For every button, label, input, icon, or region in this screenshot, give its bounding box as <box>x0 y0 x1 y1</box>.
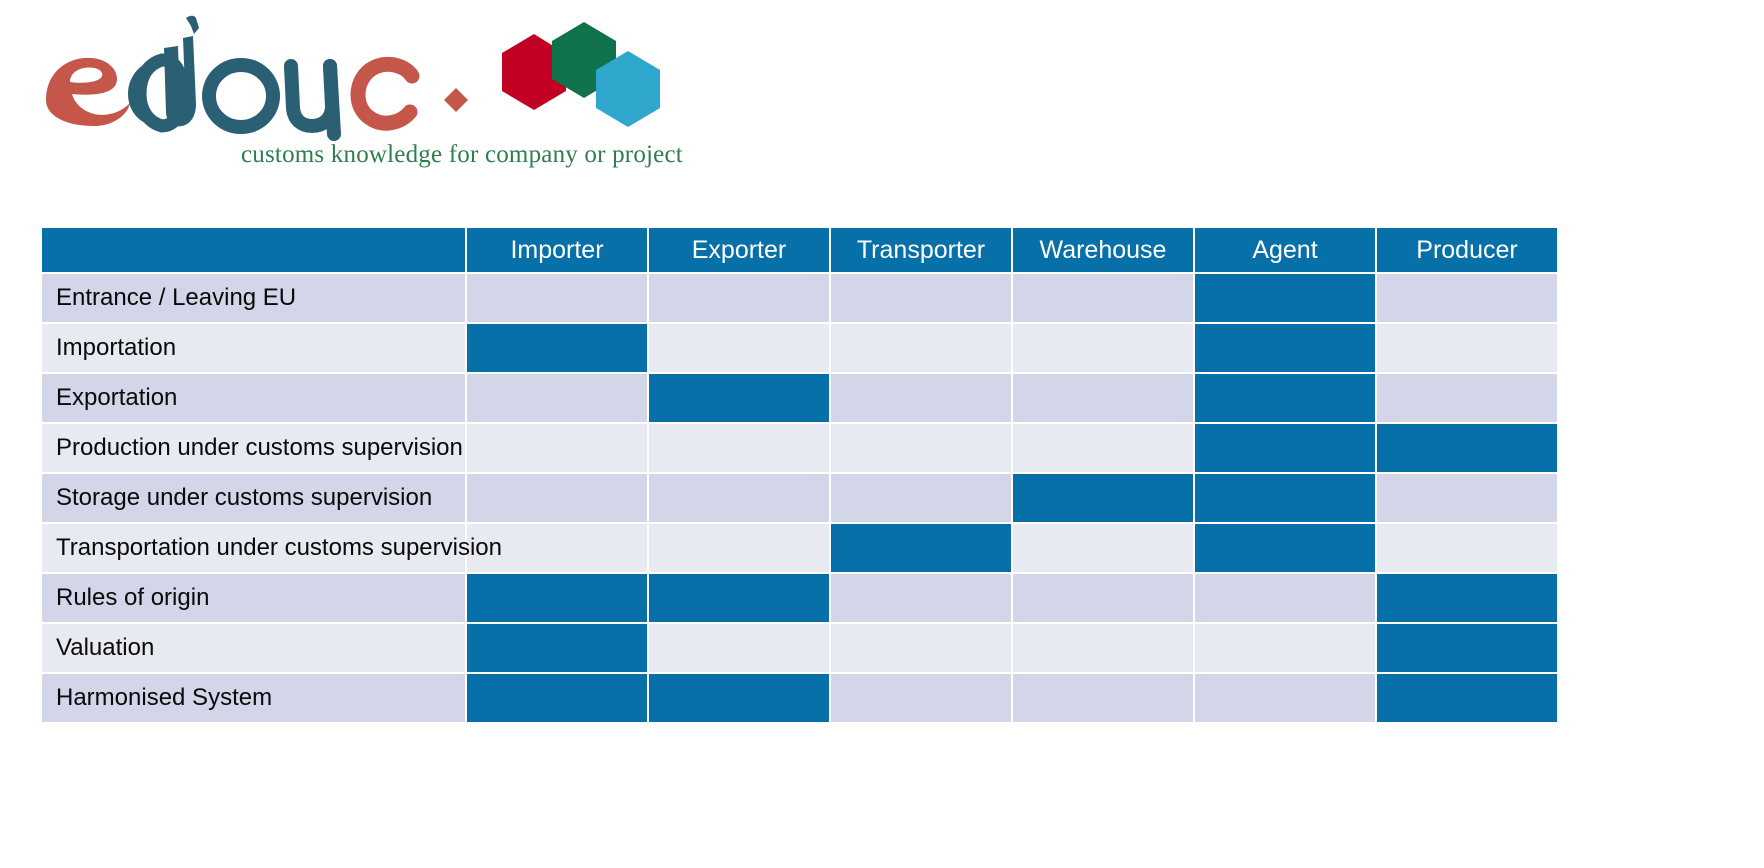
row-label-cell: Harmonised System <box>42 674 465 722</box>
matrix-cell-empty <box>831 574 1011 622</box>
matrix-cell-empty <box>649 324 829 372</box>
matrix-cell-empty <box>467 274 647 322</box>
matrix-cell-filled <box>467 324 647 372</box>
matrix-cell-empty <box>1195 574 1375 622</box>
matrix-cell-filled <box>1377 674 1557 722</box>
table-header-row: Importer Exporter Transporter Warehouse Agen… <box>42 228 1557 272</box>
matrix-cell-empty <box>831 474 1011 522</box>
matrix-cell-empty <box>1013 274 1193 322</box>
matrix-cell-empty <box>1013 374 1193 422</box>
row-label-cell: Exportation <box>42 374 465 422</box>
matrix-cell-empty <box>1013 674 1193 722</box>
matrix-cell-filled <box>1195 524 1375 572</box>
matrix-cell-filled <box>649 674 829 722</box>
matrix-cell-empty <box>1195 674 1375 722</box>
matrix-cell-filled <box>831 524 1011 572</box>
table-row: Production under customs supervision <box>42 424 1557 472</box>
matrix-cell-empty <box>649 624 829 672</box>
brand-tagline: customs knowledge for company or project <box>241 141 683 168</box>
column-header-importer: Importer <box>467 228 647 272</box>
matrix-cell-filled <box>467 674 647 722</box>
matrix-cell-filled <box>649 574 829 622</box>
column-header-transporter: Transporter <box>831 228 1011 272</box>
matrix-cell-filled <box>467 624 647 672</box>
matrix-cell-empty <box>1377 524 1557 572</box>
matrix-cell-empty <box>649 524 829 572</box>
table-row: Valuation <box>42 624 1557 672</box>
matrix-cell-empty <box>467 524 647 572</box>
row-label-cell: Rules of origin <box>42 574 465 622</box>
matrix-cell-empty <box>1377 324 1557 372</box>
column-header-warehouse: Warehouse <box>1013 228 1193 272</box>
matrix-cell-empty <box>831 424 1011 472</box>
table-row: Entrance / Leaving EU <box>42 274 1557 322</box>
row-label-cell: Valuation <box>42 624 465 672</box>
table-header: Importer Exporter Transporter Warehouse Agen… <box>42 228 1557 272</box>
row-label-cell: Storage under customs supervision <box>42 474 465 522</box>
table-row: Storage under customs supervision <box>42 474 1557 522</box>
matrix-cell-filled <box>1195 424 1375 472</box>
matrix-cell-empty <box>1013 574 1193 622</box>
responsibility-matrix-table: Importer Exporter Transporter Warehouse Agen… <box>40 226 1559 724</box>
row-label-cell: Importation <box>42 324 465 372</box>
matrix-cell-empty <box>1013 624 1193 672</box>
column-header-exporter: Exporter <box>649 228 829 272</box>
matrix-cell-empty <box>649 474 829 522</box>
matrix-cell-empty <box>467 474 647 522</box>
matrix-cell-filled <box>1013 474 1193 522</box>
matrix-cell-empty <box>649 424 829 472</box>
matrix-cell-empty <box>831 324 1011 372</box>
matrix-cell-empty <box>1377 474 1557 522</box>
matrix-cell-filled <box>1377 424 1557 472</box>
matrix-cell-empty <box>831 674 1011 722</box>
row-label-cell: Entrance / Leaving EU <box>42 274 465 322</box>
matrix-cell-empty <box>831 274 1011 322</box>
table-row: Importation <box>42 324 1557 372</box>
column-header-producer: Producer <box>1377 228 1557 272</box>
matrix-cell-filled <box>1195 274 1375 322</box>
matrix-cell-filled <box>1377 574 1557 622</box>
matrix-cell-empty <box>467 374 647 422</box>
table-row: Transportation under customs supervision <box>42 524 1557 572</box>
corner-header-cell <box>42 228 465 272</box>
table-row: Rules of origin <box>42 574 1557 622</box>
matrix-cell-filled <box>1195 324 1375 372</box>
row-label-cell: Production under customs supervision <box>42 424 465 472</box>
matrix-cell-filled <box>467 574 647 622</box>
brand-logo: customs knowledge for company or project <box>36 8 696 188</box>
table-row: Exportation <box>42 374 1557 422</box>
hexagon-logo-icon <box>488 22 678 142</box>
wordmark-edouc <box>36 8 506 148</box>
matrix-cell-filled <box>1195 474 1375 522</box>
table-row: Harmonised System <box>42 674 1557 722</box>
matrix-cell-empty <box>467 424 647 472</box>
matrix-cell-filled <box>1377 624 1557 672</box>
matrix-cell-empty <box>649 274 829 322</box>
matrix-cell-empty <box>1377 374 1557 422</box>
column-header-agent: Agent <box>1195 228 1375 272</box>
matrix-cell-empty <box>1377 274 1557 322</box>
matrix-cell-filled <box>649 374 829 422</box>
matrix-cell-empty <box>1013 424 1193 472</box>
matrix-cell-empty <box>1195 624 1375 672</box>
matrix-cell-empty <box>1013 524 1193 572</box>
table-body: Entrance / Leaving EU Importation Exportat… <box>42 274 1557 722</box>
matrix-cell-empty <box>831 374 1011 422</box>
matrix-cell-empty <box>831 624 1011 672</box>
matrix-cell-empty <box>1013 324 1193 372</box>
row-label-cell: Transportation under customs supervision <box>42 524 502 572</box>
matrix-cell-filled <box>1195 374 1375 422</box>
